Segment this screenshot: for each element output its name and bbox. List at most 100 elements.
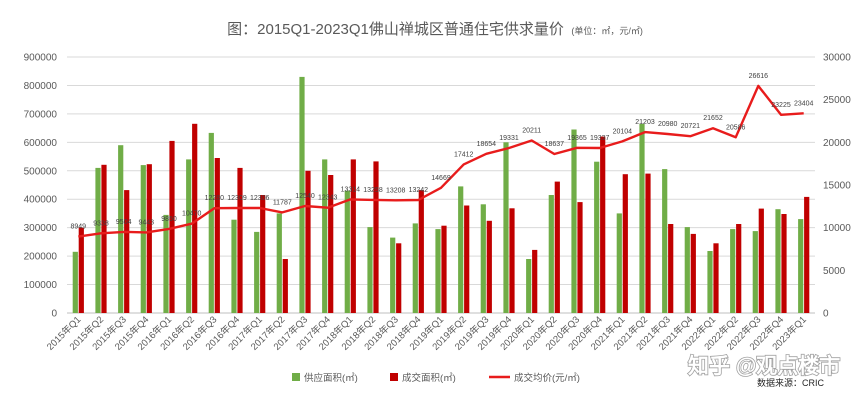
y-right-tick-label: 30000 (823, 53, 851, 64)
x-axis-ticks: 2015年Q12015年Q22015年Q32015年Q42016年Q12016年… (44, 314, 809, 353)
chart-title-units: (单位：㎡，元/㎡) (571, 25, 643, 36)
deal-bar (260, 195, 266, 313)
deal-bar (328, 175, 334, 313)
y-left-tick-label: 900000 (24, 53, 58, 64)
y-axis-left-ticks: 0 100000 200000 300000 400000 500000 600000 700… (24, 53, 58, 320)
deal-bar (396, 243, 402, 313)
deal-bar (668, 224, 674, 313)
y-left-tick-label: 500000 (24, 166, 58, 177)
price-data-label: 20586 (726, 124, 746, 131)
supply-bar (639, 123, 645, 313)
y-left-tick-label: 300000 (24, 223, 58, 234)
price-data-label: 20980 (658, 121, 678, 128)
supply-bar (707, 251, 713, 313)
price-data-label: 23225 (771, 102, 791, 109)
price-data-label: 12540 (295, 193, 315, 200)
deal-bar (464, 205, 470, 313)
legend-label-price: 成交均价(元/㎡) (514, 372, 580, 384)
supply-bar (594, 161, 600, 313)
price-data-label: 19337 (590, 135, 610, 142)
price-data-label: 18637 (545, 141, 565, 148)
price-data-label: 13242 (409, 187, 429, 194)
deal-bars (78, 123, 810, 313)
deal-bar (554, 181, 560, 313)
price-data-label: 13208 (386, 187, 406, 194)
deal-bar (577, 202, 583, 313)
deal-bar (350, 159, 356, 313)
supply-bar (344, 190, 350, 313)
deal-bar (214, 158, 220, 313)
supply-bar (548, 195, 554, 313)
deal-bar (192, 123, 198, 313)
y-left-tick-label: 200000 (24, 252, 58, 263)
supply-bar (616, 213, 622, 313)
y-right-tick-label: 5000 (823, 266, 846, 277)
legend-item-deal: 成交面积(㎡) (390, 372, 456, 384)
price-data-label: 8949 (71, 224, 87, 231)
supply-bar (435, 229, 441, 313)
watermark: 知乎 @观点楼市 (688, 354, 840, 378)
y-right-tick-label: 15000 (823, 181, 851, 192)
y-left-tick-label: 100000 (24, 280, 58, 291)
gridlines (67, 56, 815, 314)
supply-bar (163, 214, 169, 313)
data-source: 数据来源：CRIC (757, 377, 824, 388)
price-line-group (78, 84, 804, 238)
supply-bar (730, 229, 736, 313)
supply-bar (322, 159, 328, 313)
supply-bar (775, 209, 781, 313)
y-right-tick-label: 0 (823, 309, 829, 320)
y-left-tick-label: 0 (51, 309, 57, 320)
legend: 供应面积(㎡) 成交面积(㎡) 成交均价(元/㎡) (292, 372, 580, 384)
deal-bar (600, 136, 606, 313)
supply-bar (140, 165, 146, 313)
deal-bar (736, 224, 742, 313)
deal-bar (101, 164, 107, 313)
price-data-label: 14669 (431, 175, 451, 182)
price-data-label: 18654 (477, 141, 497, 148)
deal-bar (373, 161, 379, 313)
deal-bar (509, 208, 515, 313)
chart-title: 图：2015Q1-2023Q1佛山禅城区普通住宅供求量价 (单位：㎡，元/㎡) (227, 21, 643, 38)
deal-bar (532, 249, 538, 313)
deal-bar (124, 190, 130, 313)
supply-bar (526, 259, 532, 313)
deal-bar (418, 190, 424, 313)
price-data-label: 21652 (703, 115, 723, 122)
price-data-label: 9504 (116, 219, 132, 226)
supply-bar (412, 223, 418, 313)
price-data-label: 12309 (227, 195, 247, 202)
deal-bar (622, 174, 628, 313)
price-data-label: 20104 (613, 128, 633, 135)
deal-bar (78, 227, 84, 313)
supply-bar (662, 169, 668, 313)
price-data-label: 23404 (794, 100, 814, 107)
y-left-tick-label: 800000 (24, 81, 58, 92)
supply-bar (118, 145, 124, 313)
price-data-label: 20211 (522, 128, 541, 135)
y-right-tick-label: 25000 (823, 95, 851, 106)
supply-bar (367, 227, 373, 313)
deal-bar (758, 208, 764, 313)
deal-bar (237, 167, 243, 313)
price-data-label: 20721 (681, 123, 701, 130)
legend-label-deal: 成交面积(㎡) (402, 372, 456, 384)
price-data-label: 12280 (205, 195, 225, 202)
supply-bar (458, 186, 464, 313)
supply-bar (684, 227, 690, 313)
deal-bar (169, 140, 175, 313)
deal-bar (690, 233, 696, 313)
legend-item-price: 成交均价(元/㎡) (489, 372, 580, 384)
deal-bar (146, 164, 152, 313)
supply-bar (299, 76, 305, 314)
chart-title-main: 图：2015Q1-2023Q1佛山禅城区普通住宅供求量价 (227, 21, 564, 38)
price-data-label: 13314 (341, 186, 361, 193)
supply-bar (276, 213, 282, 313)
deal-bar (441, 225, 447, 313)
deal-bar (781, 214, 787, 313)
deal-bar (486, 220, 492, 313)
price-data-label: 12343 (318, 195, 338, 202)
deal-bar (282, 259, 288, 313)
supply-bars (72, 76, 804, 314)
price-data-label: 9850 (161, 216, 177, 223)
